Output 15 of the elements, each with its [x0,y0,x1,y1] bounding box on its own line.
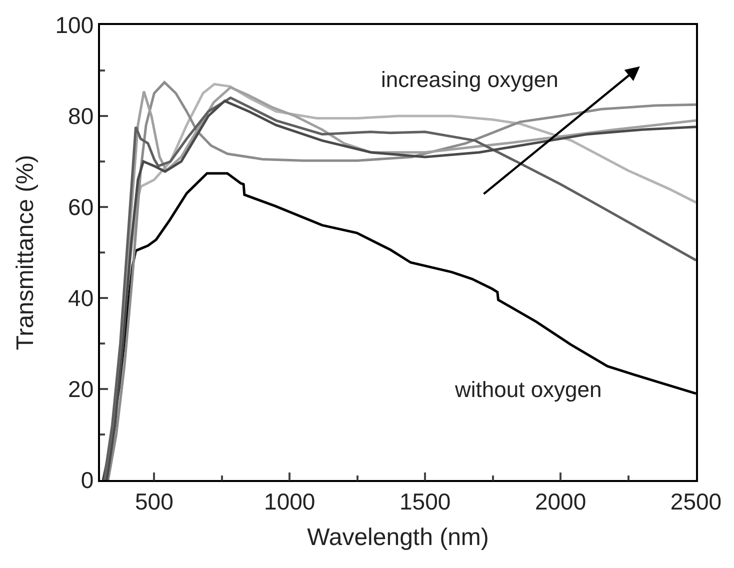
y-tick-label: 60 [68,194,94,220]
y-tick-label: 20 [68,376,94,402]
annotation: without oxygen [454,377,602,402]
x-tick-label: 2500 [670,488,722,514]
y-tick-label: 100 [55,12,94,38]
x-tick-label: 500 [134,488,174,514]
y-axis-title: Transmittance (%) [12,154,39,350]
y-tick-label: 40 [68,285,94,312]
x-axis-title: Wavelength (nm) [307,524,489,552]
x-tick-label: 1000 [264,488,316,514]
y-tick-label: 0 [80,467,94,494]
x-tick-label: 2000 [534,488,586,514]
y-tick-label: 80 [68,103,94,130]
annotation: increasing oxygen [381,67,558,92]
x-tick-label: 1500 [400,488,451,514]
